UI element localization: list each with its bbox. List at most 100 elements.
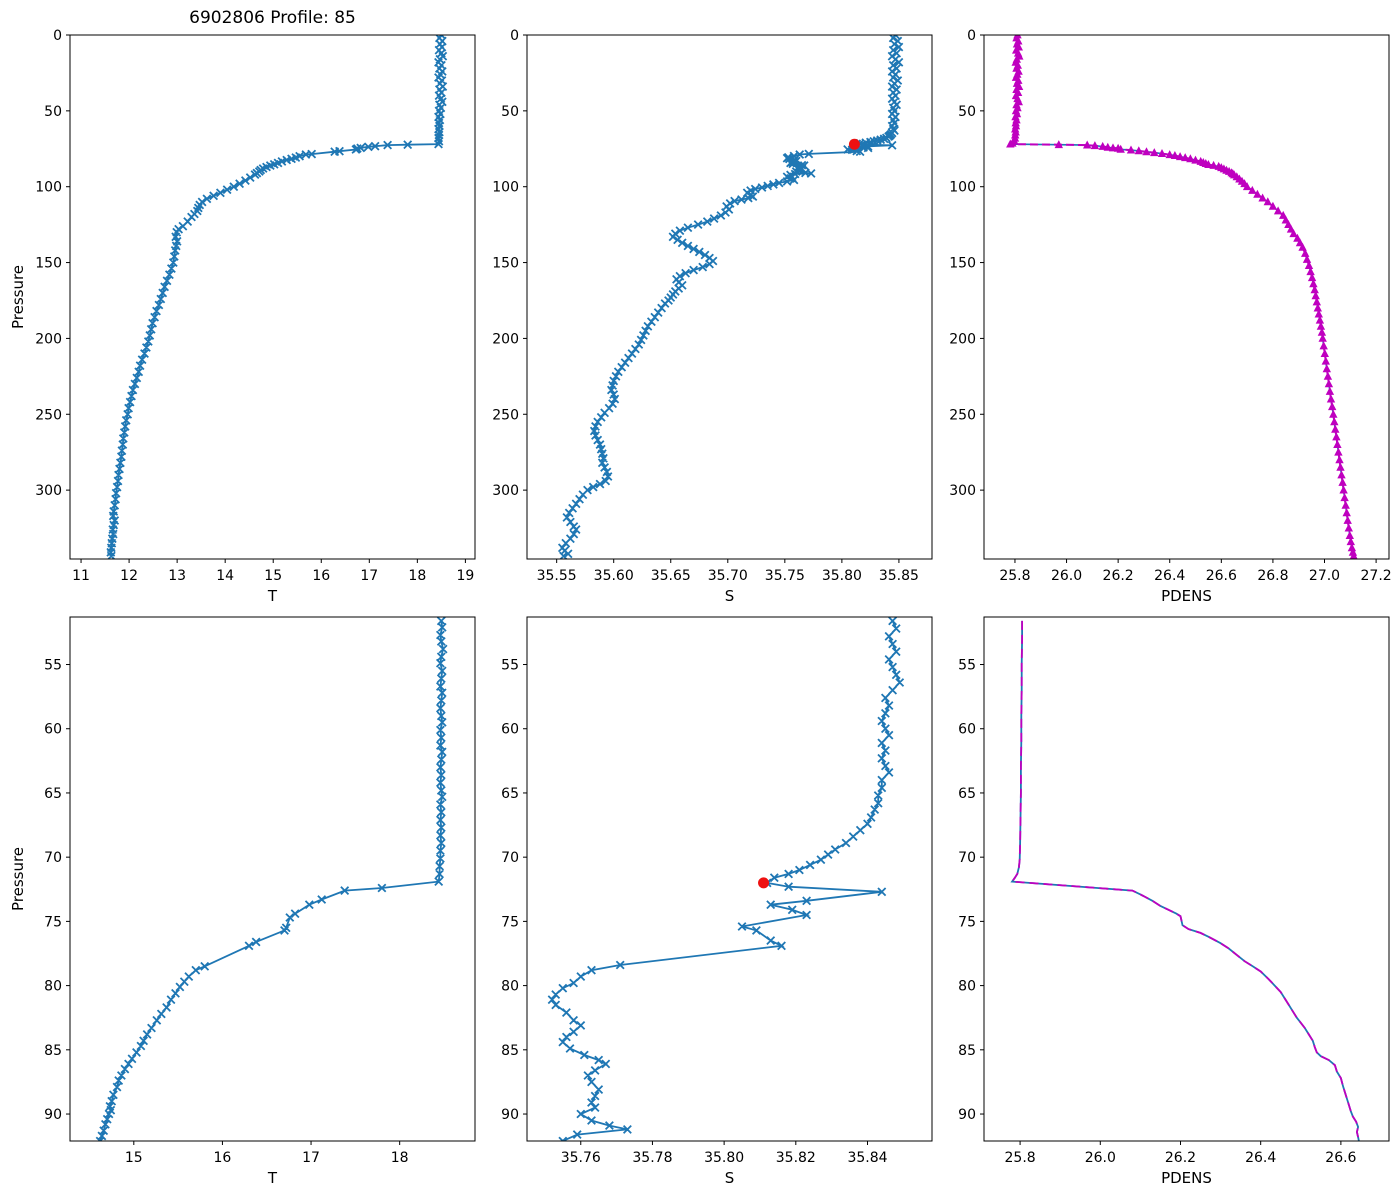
figure-title: 6902806 Profile: 85 [189, 8, 356, 28]
y-tick-label: 300 [949, 483, 976, 499]
x-tick-label: 26.4 [1154, 568, 1185, 584]
y-axis-label: Pressure [9, 265, 27, 329]
y-tick-label: 250 [492, 407, 519, 423]
axes-frame [983, 616, 1390, 1142]
x-tick-label: 12 [120, 568, 138, 584]
x-axis-label: PDENS [1161, 1169, 1212, 1187]
y-tick-label: 50 [501, 104, 519, 120]
plot-salinity-profile-full: 35.55 35.60 35.65 35.70 35.75 35.80 35.85 0 50 10… [492, 28, 933, 605]
x-axis-label: S [725, 587, 735, 605]
x-tick-label: 35.55 [537, 568, 577, 584]
y-tick-label: 60 [44, 722, 62, 738]
y-tick-label: 80 [958, 979, 976, 995]
series-S-x-markers [547, 617, 905, 1141]
y-tick-label: 100 [492, 180, 519, 196]
y-tick-label: 100 [949, 180, 976, 196]
x-tick-label: 26.4 [1245, 1150, 1276, 1166]
x-tick-label: 17 [302, 1150, 320, 1166]
y-tick-label: 55 [501, 658, 519, 674]
x-tick-label: 16 [214, 1150, 232, 1166]
x-tick-label: 16 [312, 568, 330, 584]
y-tick-label: 50 [958, 104, 976, 120]
x-tick-label: 35.85 [879, 568, 919, 584]
y-tick-label: 200 [949, 331, 976, 347]
y-tick-label: 250 [949, 407, 976, 423]
series-S-line [561, 35, 901, 557]
x-tick-label: 15 [264, 568, 282, 584]
y-tick-label: 75 [44, 914, 62, 930]
x-tick-label: 35.75 [765, 568, 805, 584]
y-tick-label: 90 [958, 1107, 976, 1123]
y-tick-label: 55 [958, 658, 976, 674]
y-tick-label: 0 [510, 28, 519, 44]
y-tick-label: 70 [44, 850, 62, 866]
mld-marker-dot [848, 138, 860, 150]
x-tick-label: 19 [456, 568, 474, 584]
y-tick-label: 85 [44, 1043, 62, 1059]
y-tick-label: 70 [958, 850, 976, 866]
x-tick-label: 11 [72, 568, 90, 584]
x-tick-label: 14 [216, 568, 234, 584]
y-tick-label: 60 [958, 722, 976, 738]
x-tick-label: 35.78 [632, 1150, 672, 1166]
y-tick-label: 75 [501, 914, 519, 930]
x-tick-label: 35.84 [847, 1150, 887, 1166]
y-tick-label: 200 [35, 331, 62, 347]
series-T-x-markers [95, 617, 448, 1141]
x-tick-label: 35.70 [708, 568, 748, 584]
y-tick-label: 70 [501, 850, 519, 866]
x-tick-label: 35.60 [594, 568, 634, 584]
y-tick-label: 65 [958, 786, 976, 802]
y-tick-label: 80 [501, 979, 519, 995]
x-tick-label: 35.82 [776, 1150, 816, 1166]
plot-pdens-profile-zoom: 25.8 26.0 26.2 26.4 26.6 55 60 65 70 75 80 85 90 PDEN… [958, 616, 1390, 1187]
y-tick-label: 65 [501, 786, 519, 802]
y-tick-label: 200 [492, 331, 519, 347]
x-tick-label: 15 [125, 1150, 143, 1166]
axes-frame [69, 616, 476, 1142]
x-tick-label: 25.8 [1005, 1150, 1036, 1166]
x-tick-label: 13 [168, 568, 186, 584]
y-tick-label: 65 [44, 786, 62, 802]
y-tick-label: 90 [44, 1107, 62, 1123]
x-tick-label: 35.65 [651, 568, 691, 584]
x-tick-label: 35.80 [822, 568, 862, 584]
plot-pdens-profile-full: 25.8 26.0 26.2 26.4 26.6 26.8 27.0 27.2 0 50 100 15… [949, 28, 1391, 605]
x-axis-label: PDENS [1161, 587, 1212, 605]
series-PDENS-triangle-markers [1006, 35, 1358, 559]
y-axis-label: Pressure [9, 847, 27, 911]
y-tick-label: 250 [35, 407, 62, 423]
y-tick-label: 50 [44, 104, 62, 120]
x-tick-label: 17 [360, 568, 378, 584]
x-tick-label: 35.80 [704, 1150, 744, 1166]
y-tick-label: 150 [949, 256, 976, 272]
y-tick-label: 60 [501, 722, 519, 738]
y-tick-label: 80 [44, 979, 62, 995]
series-PDENS-line [1009, 35, 1355, 557]
plot-temperature-profile-zoom: 15 16 17 18 55 60 65 70 75 80 85 90 T Pressure [9, 616, 476, 1187]
y-tick-label: 150 [492, 256, 519, 272]
plot-salinity-profile-zoom: 35.76 35.78 35.80 35.82 35.84 55 60 65 70 75 80 85 9… [501, 616, 933, 1187]
y-tick-label: 75 [958, 914, 976, 930]
x-axis-label: S [725, 1169, 735, 1187]
axes-frame [526, 34, 933, 560]
series-T-line [99, 620, 445, 1141]
x-axis-label: T [267, 1169, 278, 1187]
y-tick-label: 300 [492, 483, 519, 499]
series-PDENS-underlay-line [1009, 35, 1355, 557]
x-tick-label: 18 [408, 568, 426, 584]
y-tick-label: 85 [501, 1043, 519, 1059]
x-tick-label: 26.0 [1085, 1150, 1116, 1166]
y-tick-label: 0 [53, 28, 62, 44]
y-tick-label: 0 [967, 28, 976, 44]
x-tick-label: 26.8 [1257, 568, 1288, 584]
series-PDENS-line [1010, 620, 1360, 1141]
series-T-x-markers [106, 35, 448, 559]
x-tick-label: 27.2 [1361, 568, 1392, 584]
plot-temperature-profile-full: 11 12 13 14 15 16 17 18 19 0 50 100 150 200 250 300 T Pre… [9, 28, 476, 605]
mld-marker-dot [758, 877, 770, 889]
axes-frame [983, 34, 1390, 560]
x-tick-label: 26.6 [1325, 1150, 1356, 1166]
